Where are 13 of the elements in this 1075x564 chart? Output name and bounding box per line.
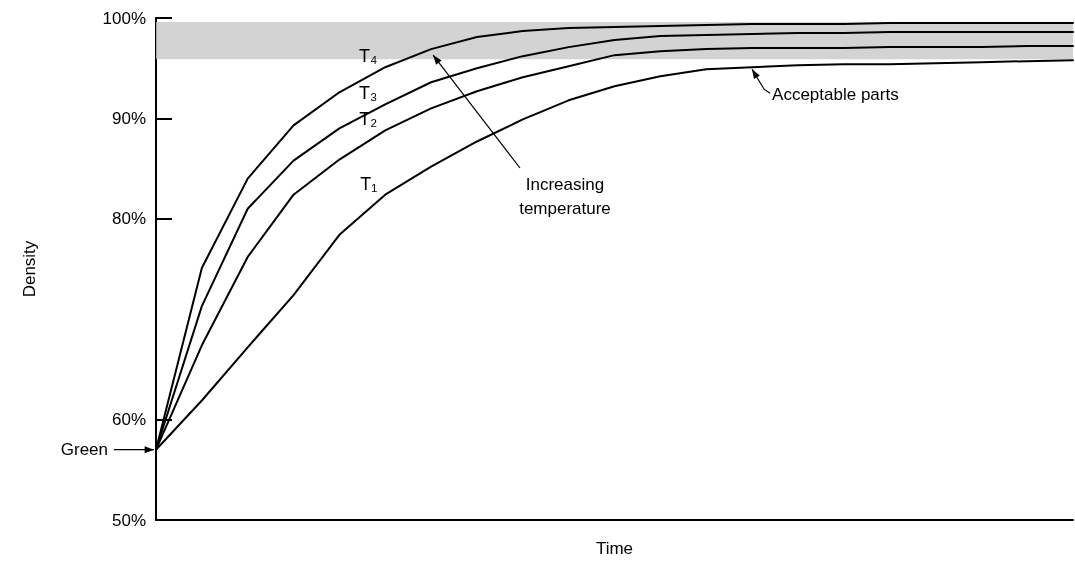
y-tick-label: 60% [111,410,146,430]
series-label: T₄ [358,46,378,67]
y-tick-label: 90% [111,108,146,128]
series-label: T₁ [360,173,378,194]
x-axis-title: Time [595,539,634,558]
y-axis-title: Density [20,240,39,298]
y-tick-label: 80% [111,209,146,229]
annotation: Increasing temperature [519,174,611,218]
series-label: T₃ [358,83,378,104]
annotation: Acceptable parts [772,84,899,104]
y-tick-label: 100% [102,8,146,28]
text: Green [60,440,108,460]
y-tick-label: 50% [111,510,146,530]
